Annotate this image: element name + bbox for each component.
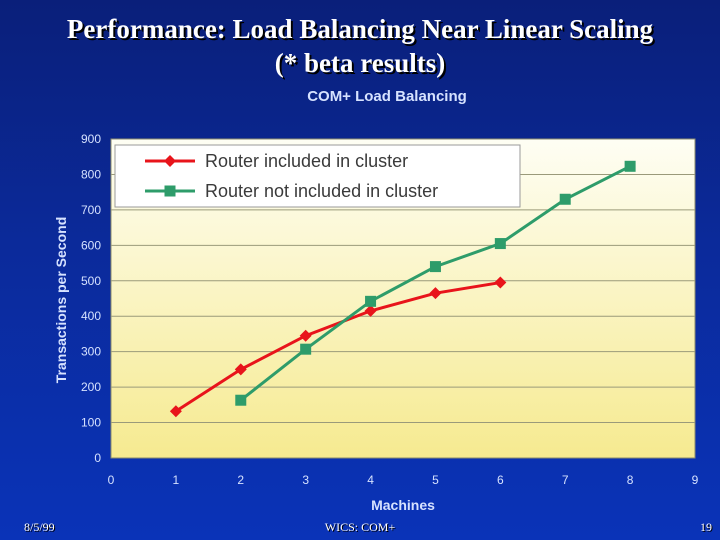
data-point [559,193,571,205]
x-tick-label: 9 [692,473,699,487]
legend-box [114,144,521,208]
footer-center-text: WICS: COM+ [324,520,396,534]
x-tick-label: 0 [108,473,115,487]
data-point [429,287,442,300]
x-axis-label: Machines [371,497,435,513]
data-point [494,238,506,250]
x-tick-label: 8 [627,473,634,487]
slide-title: Performance: Load Balancing Near Linear … [66,14,654,44]
data-point [234,363,247,376]
y-tick-label: 400 [81,309,101,323]
legend-label: Router included in cluster [205,151,408,171]
series-1 [169,276,507,418]
data-point [164,155,176,167]
x-tick-label: 7 [562,473,569,487]
footer-date: 8/5/99 [24,520,55,534]
x-tick-label: 6 [497,473,504,487]
x-tick-label: 1 [173,473,180,487]
series-line [175,281,501,413]
x-tick-label: 3 [302,473,309,487]
series [169,160,636,418]
chart-title: COM+ Load Balancing [307,88,467,105]
data-point [164,185,176,197]
axes: 0 100 200 300 400 500 600 700 800 900 0 1 2 3 4 5 6 7 8 9 [81,132,699,487]
y-tick-label: 500 [81,274,101,288]
x-tick-label: 5 [432,473,439,487]
page-number: 19 [700,520,712,534]
y-axis-label: Transactions per Second [53,217,69,384]
y-tick-label: 800 [81,167,101,181]
data-point [429,261,441,273]
legend-label: Router not included in cluster [205,181,438,201]
data-point [494,276,507,289]
y-tick-label: 300 [81,345,101,359]
y-tick-label: 100 [81,416,101,430]
y-tick-label: 200 [81,380,101,394]
x-tick-label: 2 [237,473,244,487]
series-2 [235,160,636,406]
x-tick-label: 4 [367,473,374,487]
data-point [624,160,636,172]
data-point [364,304,377,317]
slide-subtitle: (* beta results) [274,48,446,78]
y-tick-label: 0 [94,451,101,465]
data-point [235,394,247,406]
y-tick-label: 900 [81,132,101,146]
data-point [169,405,182,418]
y-tick-label: 700 [81,203,101,217]
legend: Router included in cluster Router not inc… [114,144,521,208]
data-point [300,343,312,355]
data-point [365,295,377,307]
y-tick-label: 600 [81,238,101,252]
data-point [299,329,312,342]
